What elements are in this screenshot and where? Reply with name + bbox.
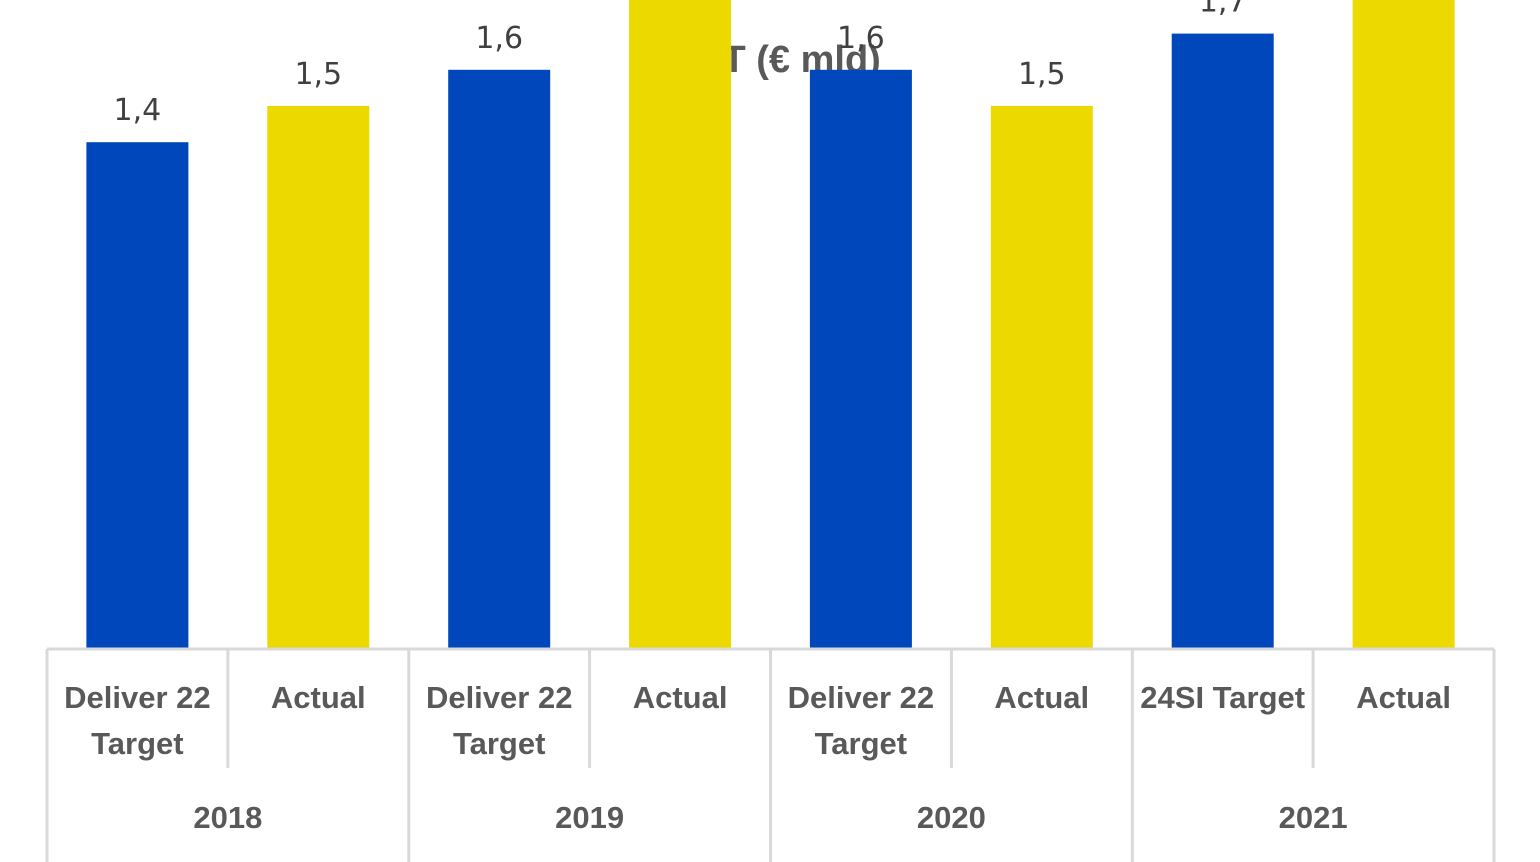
category-label: Target [453, 726, 545, 761]
bar-2019-actual [629, 0, 732, 649]
bars-layer: 1,41,51,61,81,61,51,71,85 [86, 0, 1455, 650]
category-label: Target [91, 726, 183, 761]
year-label: 2019 [555, 800, 624, 835]
data-label: 1,5 [1018, 57, 1066, 92]
bar-2018-actual [267, 106, 370, 649]
category-label: Actual [633, 680, 728, 715]
category-label: 24SI Target [1140, 680, 1305, 715]
data-label: 1,7 [1199, 0, 1247, 20]
bar-2021-actual [1352, 0, 1455, 650]
category-label: Actual [1356, 680, 1451, 715]
category-label: Actual [994, 680, 1089, 715]
category-label: Target [815, 726, 907, 761]
data-label: 1,6 [475, 21, 523, 56]
year-label: 2018 [193, 800, 262, 835]
data-label: 1,4 [114, 93, 162, 128]
data-label: 1,5 [294, 57, 342, 92]
data-label: 1,6 [837, 21, 885, 56]
category-label: Actual [271, 680, 366, 715]
year-label: 2021 [1279, 800, 1348, 835]
bar-2019-target [448, 69, 551, 650]
category-axis: Deliver 22 Target Actual Deliver 22 Target Ac… [45, 647, 1496, 862]
category-label: Deliver 22 [426, 680, 573, 715]
year-label: 2020 [917, 800, 986, 835]
bar-2020-target [809, 69, 912, 650]
category-label: Deliver 22 [788, 680, 935, 715]
bar-2018-target [86, 142, 189, 649]
bar-2021-target [1171, 33, 1274, 650]
category-label: Deliver 22 [64, 680, 211, 715]
bar-2020-actual [990, 106, 1093, 649]
